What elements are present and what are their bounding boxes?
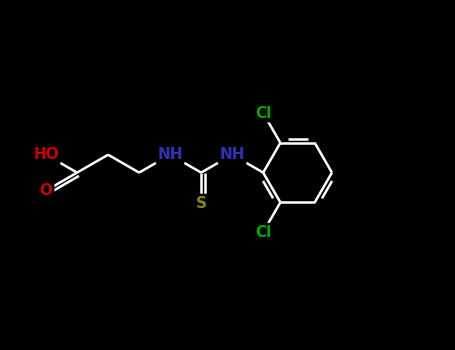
Text: NH: NH — [219, 147, 245, 162]
Text: NH: NH — [157, 147, 183, 162]
Text: S: S — [196, 196, 207, 211]
Text: HO: HO — [33, 147, 59, 162]
Text: O: O — [40, 183, 53, 198]
Text: Cl: Cl — [255, 106, 271, 120]
Text: Cl: Cl — [255, 225, 271, 240]
